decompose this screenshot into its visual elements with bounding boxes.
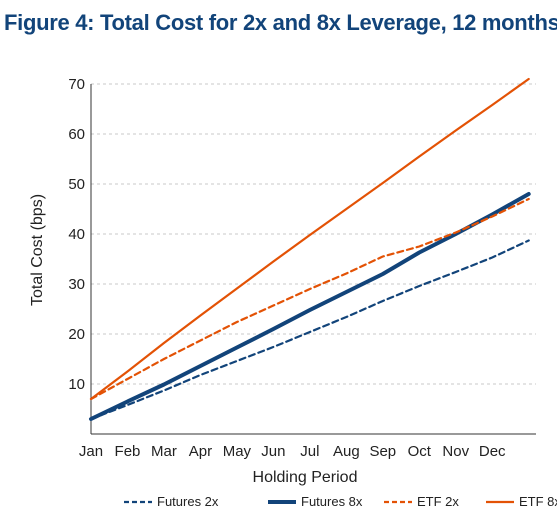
x-axis-label: Holding Period [253, 469, 358, 486]
x-tick-label: Dec [479, 443, 506, 460]
x-tick-label: Apr [189, 443, 212, 460]
x-tick-label: May [223, 443, 252, 460]
series-lines [89, 77, 531, 421]
x-tick-labels: Jan Feb Mar Apr May Jun Jul Aug Sep Oct Nov Dec [79, 443, 506, 460]
gridlines [91, 83, 536, 385]
y-tick-label: 60 [68, 126, 85, 143]
y-tick-label: 20 [68, 326, 85, 343]
legend-item-label: ETF 8x [519, 494, 557, 509]
x-tick-label: Mar [151, 443, 177, 460]
x-tick-label: Jul [300, 443, 319, 460]
legend-item-label: Futures 8x [301, 494, 363, 509]
x-tick-label: Aug [333, 443, 360, 460]
y-tick-label: 50 [68, 176, 85, 193]
y-tick-label: 40 [68, 226, 85, 243]
x-tick-label: Sep [369, 443, 396, 460]
series-line-etf-8x [89, 77, 530, 401]
x-tick-label: Jun [261, 443, 285, 460]
series-line-futures-8x [89, 192, 531, 421]
x-tick-label: Jan [79, 443, 103, 460]
y-axis-label: Total Cost (bps) [29, 194, 46, 306]
x-tick-label: Oct [408, 443, 432, 460]
x-tick-label: Nov [442, 443, 469, 460]
legend-item-label: ETF 2x [417, 494, 459, 509]
y-tick-label: 70 [68, 76, 85, 93]
legend: Futures 2x Futures 8x ETF 2x ETF 8x [124, 494, 557, 509]
series-line-etf-2x [89, 197, 530, 401]
series-line-futures-2x [89, 239, 530, 421]
x-tick-label: Feb [115, 443, 141, 460]
chart-title: Figure 4: Total Cost for 2x and 8x Lever… [4, 10, 557, 35]
legend-item-label: Futures 2x [157, 494, 219, 509]
y-tick-label: 10 [68, 376, 85, 393]
y-tick-labels: 10 20 30 40 50 60 70 [68, 76, 85, 393]
axes [90, 84, 536, 435]
y-tick-label: 30 [68, 276, 85, 293]
